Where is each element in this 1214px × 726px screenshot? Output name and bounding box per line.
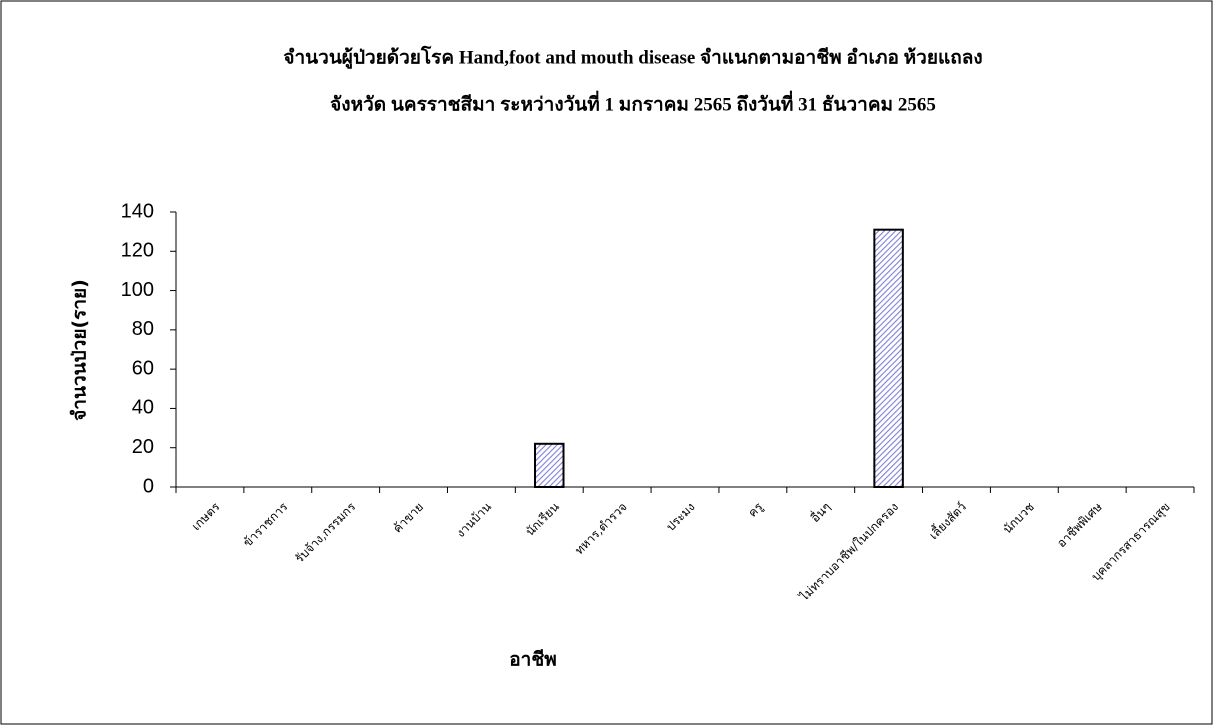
chart-title: จำนวนผู้ป่วยด้วยโรค Hand,foot and mouth … [283,45,982,69]
y-axis-title: จำนวนป่วย(ราย) [69,279,91,421]
y-tick-label: 100 [121,279,154,301]
y-tick-label: 60 [132,357,154,379]
y-tick-label: 0 [143,475,154,497]
y-tick-label: 140 [121,200,154,222]
y-tick-label: 40 [132,397,154,419]
bar [873,228,904,489]
y-tick-label: 20 [132,436,154,458]
chart-title: จังหวัด นครราชสีมา ระหว่างวันที่ 1 มกราค… [330,90,936,115]
y-tick-label: 80 [132,318,154,340]
bar [534,442,565,488]
y-tick-label: 120 [121,240,154,262]
x-axis-title: อาชีพ [509,649,557,671]
